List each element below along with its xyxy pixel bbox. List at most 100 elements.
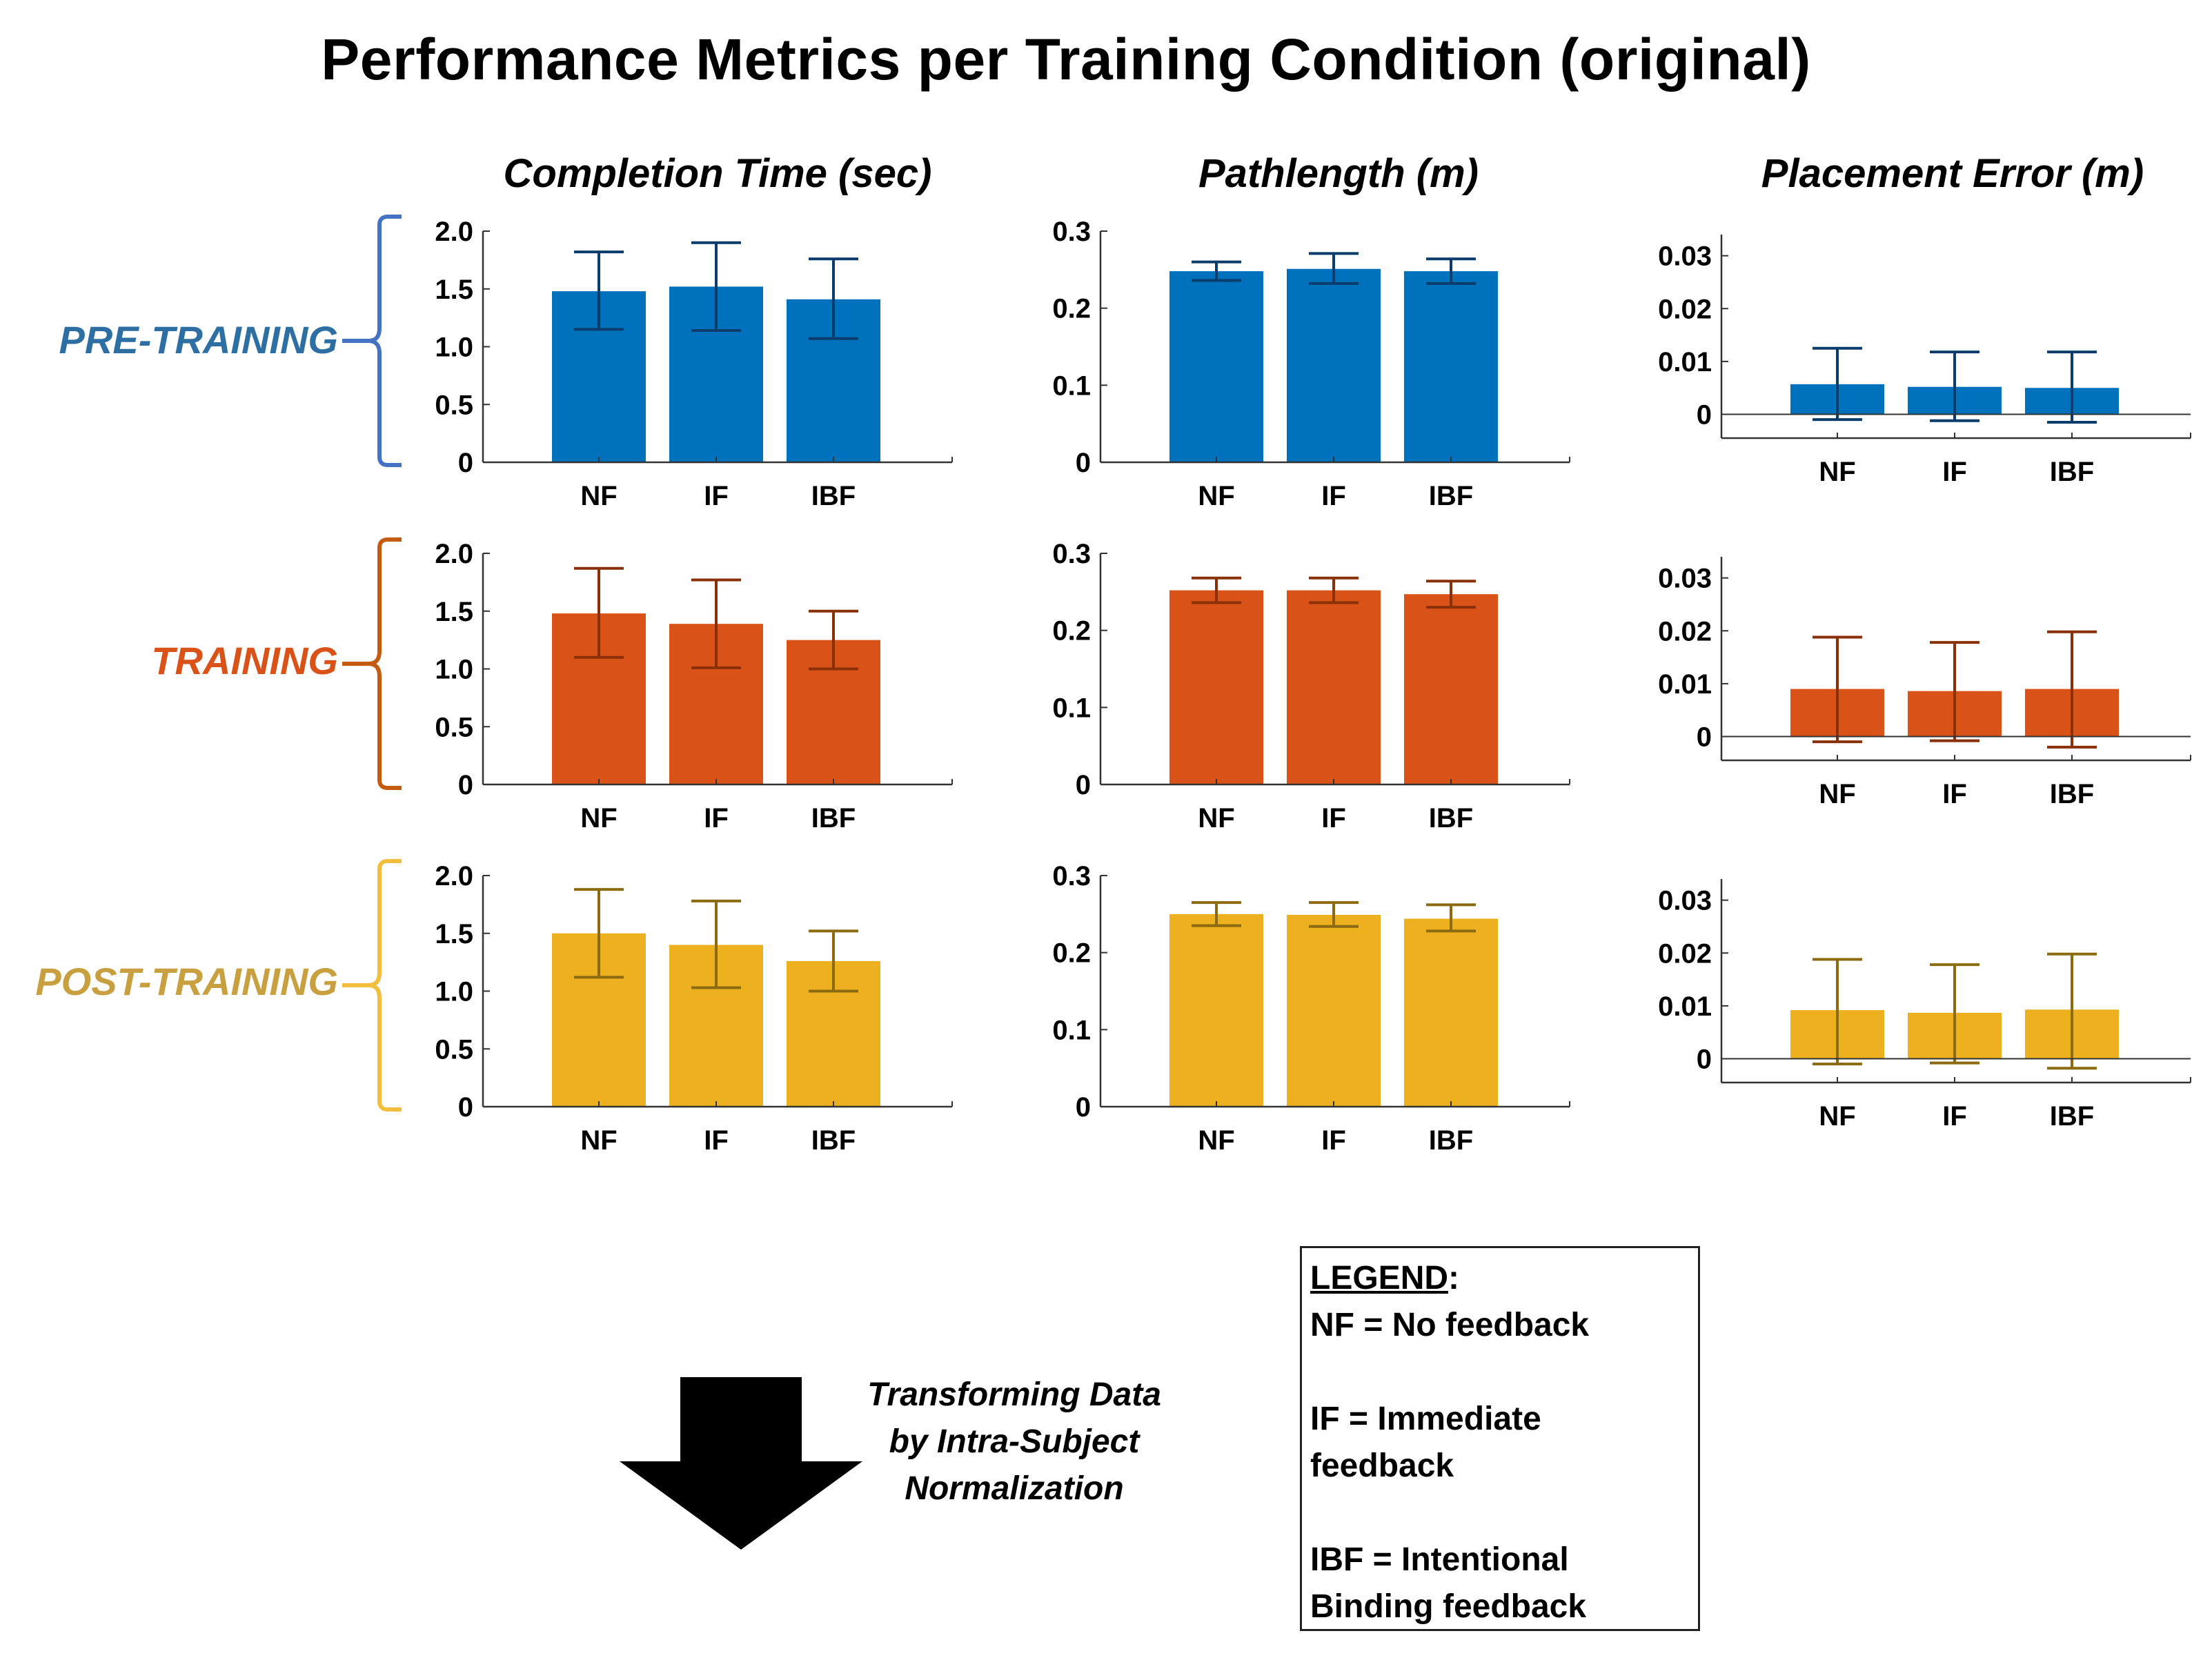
x-tick-label-if: IF — [1321, 803, 1346, 833]
chart-panel-2-0: NF IF IBF 0 0.5 1.0 1.5 2.0 — [435, 861, 953, 1156]
y-tick-label: 0.01 — [1658, 347, 1712, 377]
y-tick-label: 0.5 — [435, 1034, 473, 1065]
x-tick-label-if: IF — [1321, 1125, 1346, 1156]
y-tick-label: 0.1 — [1052, 371, 1091, 401]
transform-caption: Transforming Data by Intra-Subject Norma… — [814, 1372, 1214, 1512]
legend-line-if-cont: feedback — [1310, 1448, 1454, 1484]
y-tick-label: 0.03 — [1658, 564, 1712, 594]
chart-panel-1-1: NF IF IBF 0 0.1 0.2 0.3 — [1052, 539, 1570, 833]
y-tick-label: 1.0 — [435, 333, 473, 363]
x-tick-label-if: IF — [1321, 481, 1346, 511]
y-tick-label: 0.2 — [1052, 294, 1091, 324]
row-label-training: TRAINING — [151, 639, 338, 682]
y-tick-label: 0 — [1697, 722, 1712, 753]
down-arrow-icon — [620, 1377, 862, 1550]
x-tick-label-if: IF — [1942, 457, 1967, 487]
legend-line-ibf-cont: Binding feedback — [1310, 1588, 1587, 1625]
x-tick-label-ibf: IBF — [1429, 481, 1473, 511]
row-label-pre-training: PRE-TRAINING — [59, 318, 338, 362]
legend-title: LEGEND — [1310, 1260, 1449, 1296]
x-tick-label-ibf: IBF — [811, 1125, 856, 1156]
x-tick-label-if: IF — [1942, 1101, 1967, 1132]
y-tick-label: 0.02 — [1658, 294, 1712, 324]
x-tick-label-nf: NF — [1198, 481, 1234, 511]
y-tick-label: 0.2 — [1052, 938, 1091, 969]
chart-panel-2-1: NF IF IBF 0 0.1 0.2 0.3 — [1052, 861, 1570, 1156]
bracket-post-training — [342, 859, 402, 1112]
y-tick-label: 0.01 — [1658, 669, 1712, 700]
y-tick-label: 1.0 — [435, 655, 473, 685]
bar-nf — [1169, 590, 1263, 784]
x-tick-label-if: IF — [704, 803, 729, 833]
transform-caption-line-2: by Intra-Subject — [889, 1423, 1140, 1460]
y-tick-label: 0.02 — [1658, 938, 1712, 969]
x-tick-label-nf: NF — [580, 1125, 617, 1156]
bracket-training — [342, 537, 402, 790]
y-tick-label: 0.3 — [1052, 217, 1091, 247]
chart-panel-1-2: NF IF IBF 0 0.01 0.02 0.03 — [1658, 557, 2191, 809]
y-tick-label: 1.5 — [435, 919, 473, 949]
transform-caption-line-3: Normalization — [905, 1470, 1124, 1507]
x-tick-label-ibf: IBF — [1429, 803, 1473, 833]
legend-line-if: IF = Immediate — [1310, 1401, 1541, 1437]
y-tick-label: 0 — [458, 770, 473, 800]
y-tick-label: 2.0 — [435, 539, 473, 569]
bar-if — [1287, 590, 1381, 784]
legend-line-ibf: IBF = Intentional — [1310, 1541, 1569, 1578]
y-tick-label: 0.3 — [1052, 861, 1091, 891]
y-tick-label: 1.5 — [435, 597, 473, 627]
column-header-placement-error: Placement Error (m) — [1761, 151, 2144, 196]
x-tick-label-nf: NF — [1819, 779, 1855, 809]
y-tick-label: 0 — [1076, 1092, 1091, 1123]
bar-ibf — [1404, 918, 1498, 1107]
y-tick-label: 0.3 — [1052, 539, 1091, 569]
y-tick-label: 0.5 — [435, 712, 473, 742]
x-tick-label-nf: NF — [580, 481, 617, 511]
x-tick-label-ibf: IBF — [2050, 1101, 2094, 1132]
legend: LEGEND: NF = No feedback IF = Immediate … — [1300, 1246, 1700, 1631]
bar-nf — [1169, 271, 1263, 462]
chart-panel-2-2: NF IF IBF 0 0.01 0.02 0.03 — [1658, 879, 2191, 1132]
legend-line-nf: NF = No feedback — [1310, 1307, 1590, 1343]
y-tick-label: 2.0 — [435, 861, 473, 891]
y-tick-label: 1.5 — [435, 275, 473, 305]
y-tick-label: 0 — [458, 1092, 473, 1123]
y-tick-label: 0.01 — [1658, 991, 1712, 1022]
chart-panel-0-0: NF IF IBF 0 0.5 1.0 1.5 2.0 — [435, 217, 953, 511]
y-tick-label: 0 — [458, 448, 473, 478]
x-tick-label-ibf: IBF — [2050, 779, 2094, 809]
x-tick-label-nf: NF — [1819, 457, 1855, 487]
y-tick-label: 0.5 — [435, 390, 473, 420]
y-tick-label: 0 — [1697, 400, 1712, 431]
x-tick-label-nf: NF — [1198, 803, 1234, 833]
column-header-completion-time: Completion Time (sec) — [503, 151, 932, 196]
y-tick-label: 0 — [1076, 448, 1091, 478]
bar-if — [1287, 268, 1381, 462]
y-tick-label: 0.03 — [1658, 886, 1712, 916]
row-label-post-training: POST-TRAINING — [35, 960, 338, 1003]
y-tick-label: 1.0 — [435, 977, 473, 1007]
bar-ibf — [1404, 594, 1498, 784]
x-tick-label-ibf: IBF — [811, 481, 856, 511]
column-header-pathlength: Pathlength (m) — [1198, 151, 1479, 196]
x-tick-label-nf: NF — [580, 803, 617, 833]
y-tick-label: 0.1 — [1052, 1015, 1091, 1045]
x-tick-label-if: IF — [704, 481, 729, 511]
page-title: Performance Metrics per Training Conditi… — [321, 27, 1811, 92]
y-tick-label: 0.02 — [1658, 616, 1712, 646]
y-tick-label: 0.03 — [1658, 241, 1712, 272]
chart-panel-1-0: NF IF IBF 0 0.5 1.0 1.5 2.0 — [435, 539, 953, 833]
y-tick-label: 0 — [1076, 770, 1091, 800]
x-tick-label-nf: NF — [1198, 1125, 1234, 1156]
bar-if — [1287, 914, 1381, 1107]
x-tick-label-ibf: IBF — [1429, 1125, 1473, 1156]
x-tick-label-ibf: IBF — [2050, 457, 2094, 487]
x-tick-label-if: IF — [1942, 779, 1967, 809]
chart-panel-0-2: NF IF IBF 0 0.01 0.02 0.03 — [1658, 235, 2191, 487]
x-tick-label-ibf: IBF — [811, 803, 856, 833]
bracket-pre-training — [342, 215, 402, 467]
bar-ibf — [1404, 271, 1498, 462]
x-tick-label-nf: NF — [1819, 1101, 1855, 1132]
y-tick-label: 0.2 — [1052, 616, 1091, 646]
bar-nf — [1169, 913, 1263, 1107]
